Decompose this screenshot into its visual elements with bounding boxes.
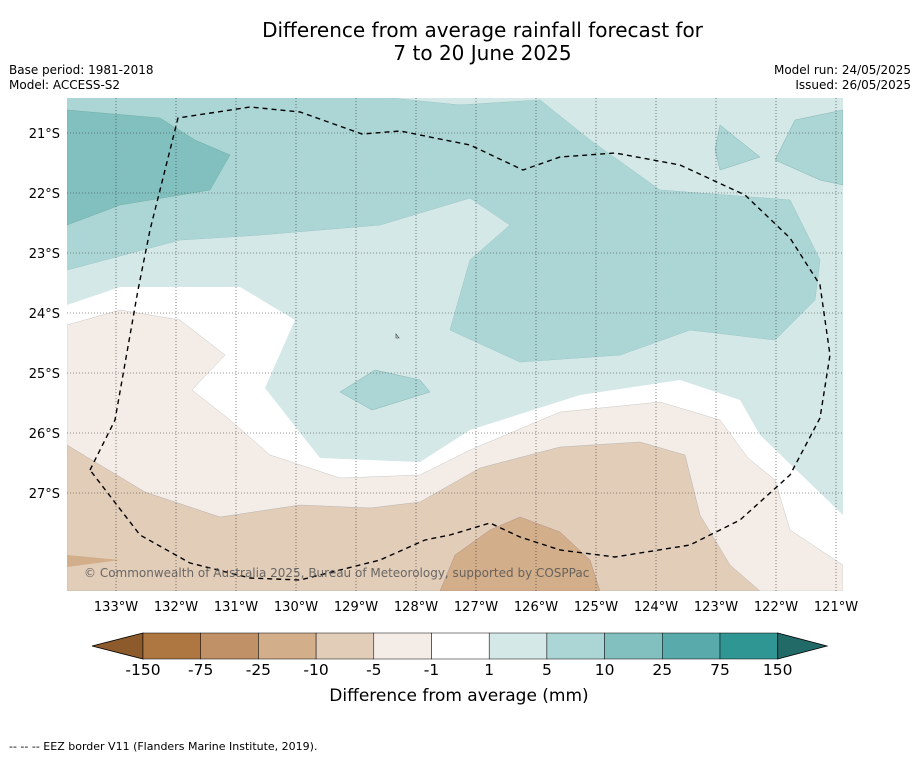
meta-left: Base period: 1981-2018 Model: ACCESS-S2 — [9, 63, 154, 93]
colorbar-tick-label: -10 — [303, 661, 329, 679]
lat-label: 25°S — [29, 367, 60, 382]
region-5-to-10-patch-ne — [714, 124, 761, 171]
colorbar-tick-label: -25 — [245, 661, 272, 679]
lon-label: 123°W — [694, 600, 738, 615]
colorbar-tick-label: 5 — [541, 661, 552, 679]
lon-label: 126°W — [514, 600, 558, 615]
rainfall-map-area — [67, 98, 843, 591]
lon-label: 129°W — [334, 600, 378, 615]
lon-label: 128°W — [394, 600, 438, 615]
eez-border — [89, 106, 831, 581]
colorbar-swatch — [546, 632, 605, 660]
lat-label: 24°S — [29, 307, 60, 322]
colorbar-extend-low — [91, 632, 144, 660]
colorbar-tick-label: 10 — [594, 661, 615, 679]
lon-label: 121°W — [814, 600, 858, 615]
model-run: Model run: 24/05/2025 — [773, 63, 911, 77]
colorbar-tick-label: 150 — [762, 661, 793, 679]
colorbar-swatch — [258, 632, 317, 660]
base-period: Base period: 1981-2018 — [9, 63, 154, 77]
tiny-contour — [395, 333, 400, 339]
map-title-line2: 7 to 20 June 2025 — [393, 41, 572, 65]
lon-label: 124°W — [634, 600, 678, 615]
colorbar-swatch — [315, 632, 375, 660]
lat-label: 21°S — [29, 127, 60, 142]
colorbar-tick-label: 75 — [710, 661, 730, 679]
colorbar-tick-label: -5 — [366, 661, 382, 679]
map-title: Difference from average rainfall forecas… — [180, 19, 785, 65]
map-title-line1: Difference from average rainfall forecas… — [262, 18, 703, 42]
issued-date: Issued: 26/05/2025 — [795, 78, 911, 92]
lon-label: 125°W — [574, 600, 618, 615]
region-minus25-to-minus10 — [439, 516, 601, 591]
lat-label: 22°S — [29, 187, 60, 202]
meta-right: Model run: 24/05/2025 Issued: 26/05/2025 — [774, 63, 911, 93]
gridlines — [67, 98, 843, 591]
region-10-to-25 — [67, 109, 231, 226]
colorbar-tick-label: 1 — [484, 661, 495, 679]
colorbar — [91, 632, 829, 660]
colorbar-swatch — [488, 632, 548, 660]
colorbar-tick-label: -150 — [125, 661, 161, 679]
lon-label: 133°W — [94, 600, 138, 615]
model-name: Model: ACCESS-S2 — [9, 78, 121, 92]
lon-label: 132°W — [154, 600, 198, 615]
region-5-to-10-patch — [339, 369, 431, 411]
lat-label: 23°S — [29, 247, 60, 262]
lon-label: 127°W — [454, 600, 498, 615]
lat-label: 27°S — [29, 487, 60, 502]
latitude-labels: 21°S 22°S 23°S 24°S 25°S 26°S 27°S — [29, 127, 60, 502]
copyright-credit: © Commonwealth of Australia 2025, Bureau… — [84, 566, 589, 580]
lon-label: 130°W — [274, 600, 318, 615]
colorbar-tick-label: -75 — [188, 661, 214, 679]
lat-label: 26°S — [29, 427, 60, 442]
colorbar-swatch — [142, 632, 201, 660]
colorbar-swatch — [200, 632, 259, 660]
colorbar-swatch — [604, 632, 663, 660]
longitude-labels: 133°W 132°W 131°W 130°W 129°W 128°W 127°… — [94, 600, 858, 615]
lon-label: 122°W — [754, 600, 798, 615]
colorbar-swatch — [719, 632, 778, 660]
colorbar-title: Difference from average (mm) — [329, 686, 589, 706]
colorbar-swatch — [662, 632, 721, 660]
colorbar-tick-label: -1 — [423, 661, 440, 679]
colorbar-swatch — [431, 632, 490, 660]
colorbar-tick-label: 25 — [652, 661, 673, 679]
region-minus25-to-minus10-w — [67, 555, 120, 567]
eez-footnote: -- -- -- EEZ border V11 (Flanders Marine… — [9, 740, 318, 753]
lon-label: 131°W — [214, 600, 258, 615]
colorbar-swatch — [373, 632, 432, 660]
region-5-to-10-patch-e — [774, 109, 843, 186]
colorbar-extend-high — [777, 632, 829, 660]
